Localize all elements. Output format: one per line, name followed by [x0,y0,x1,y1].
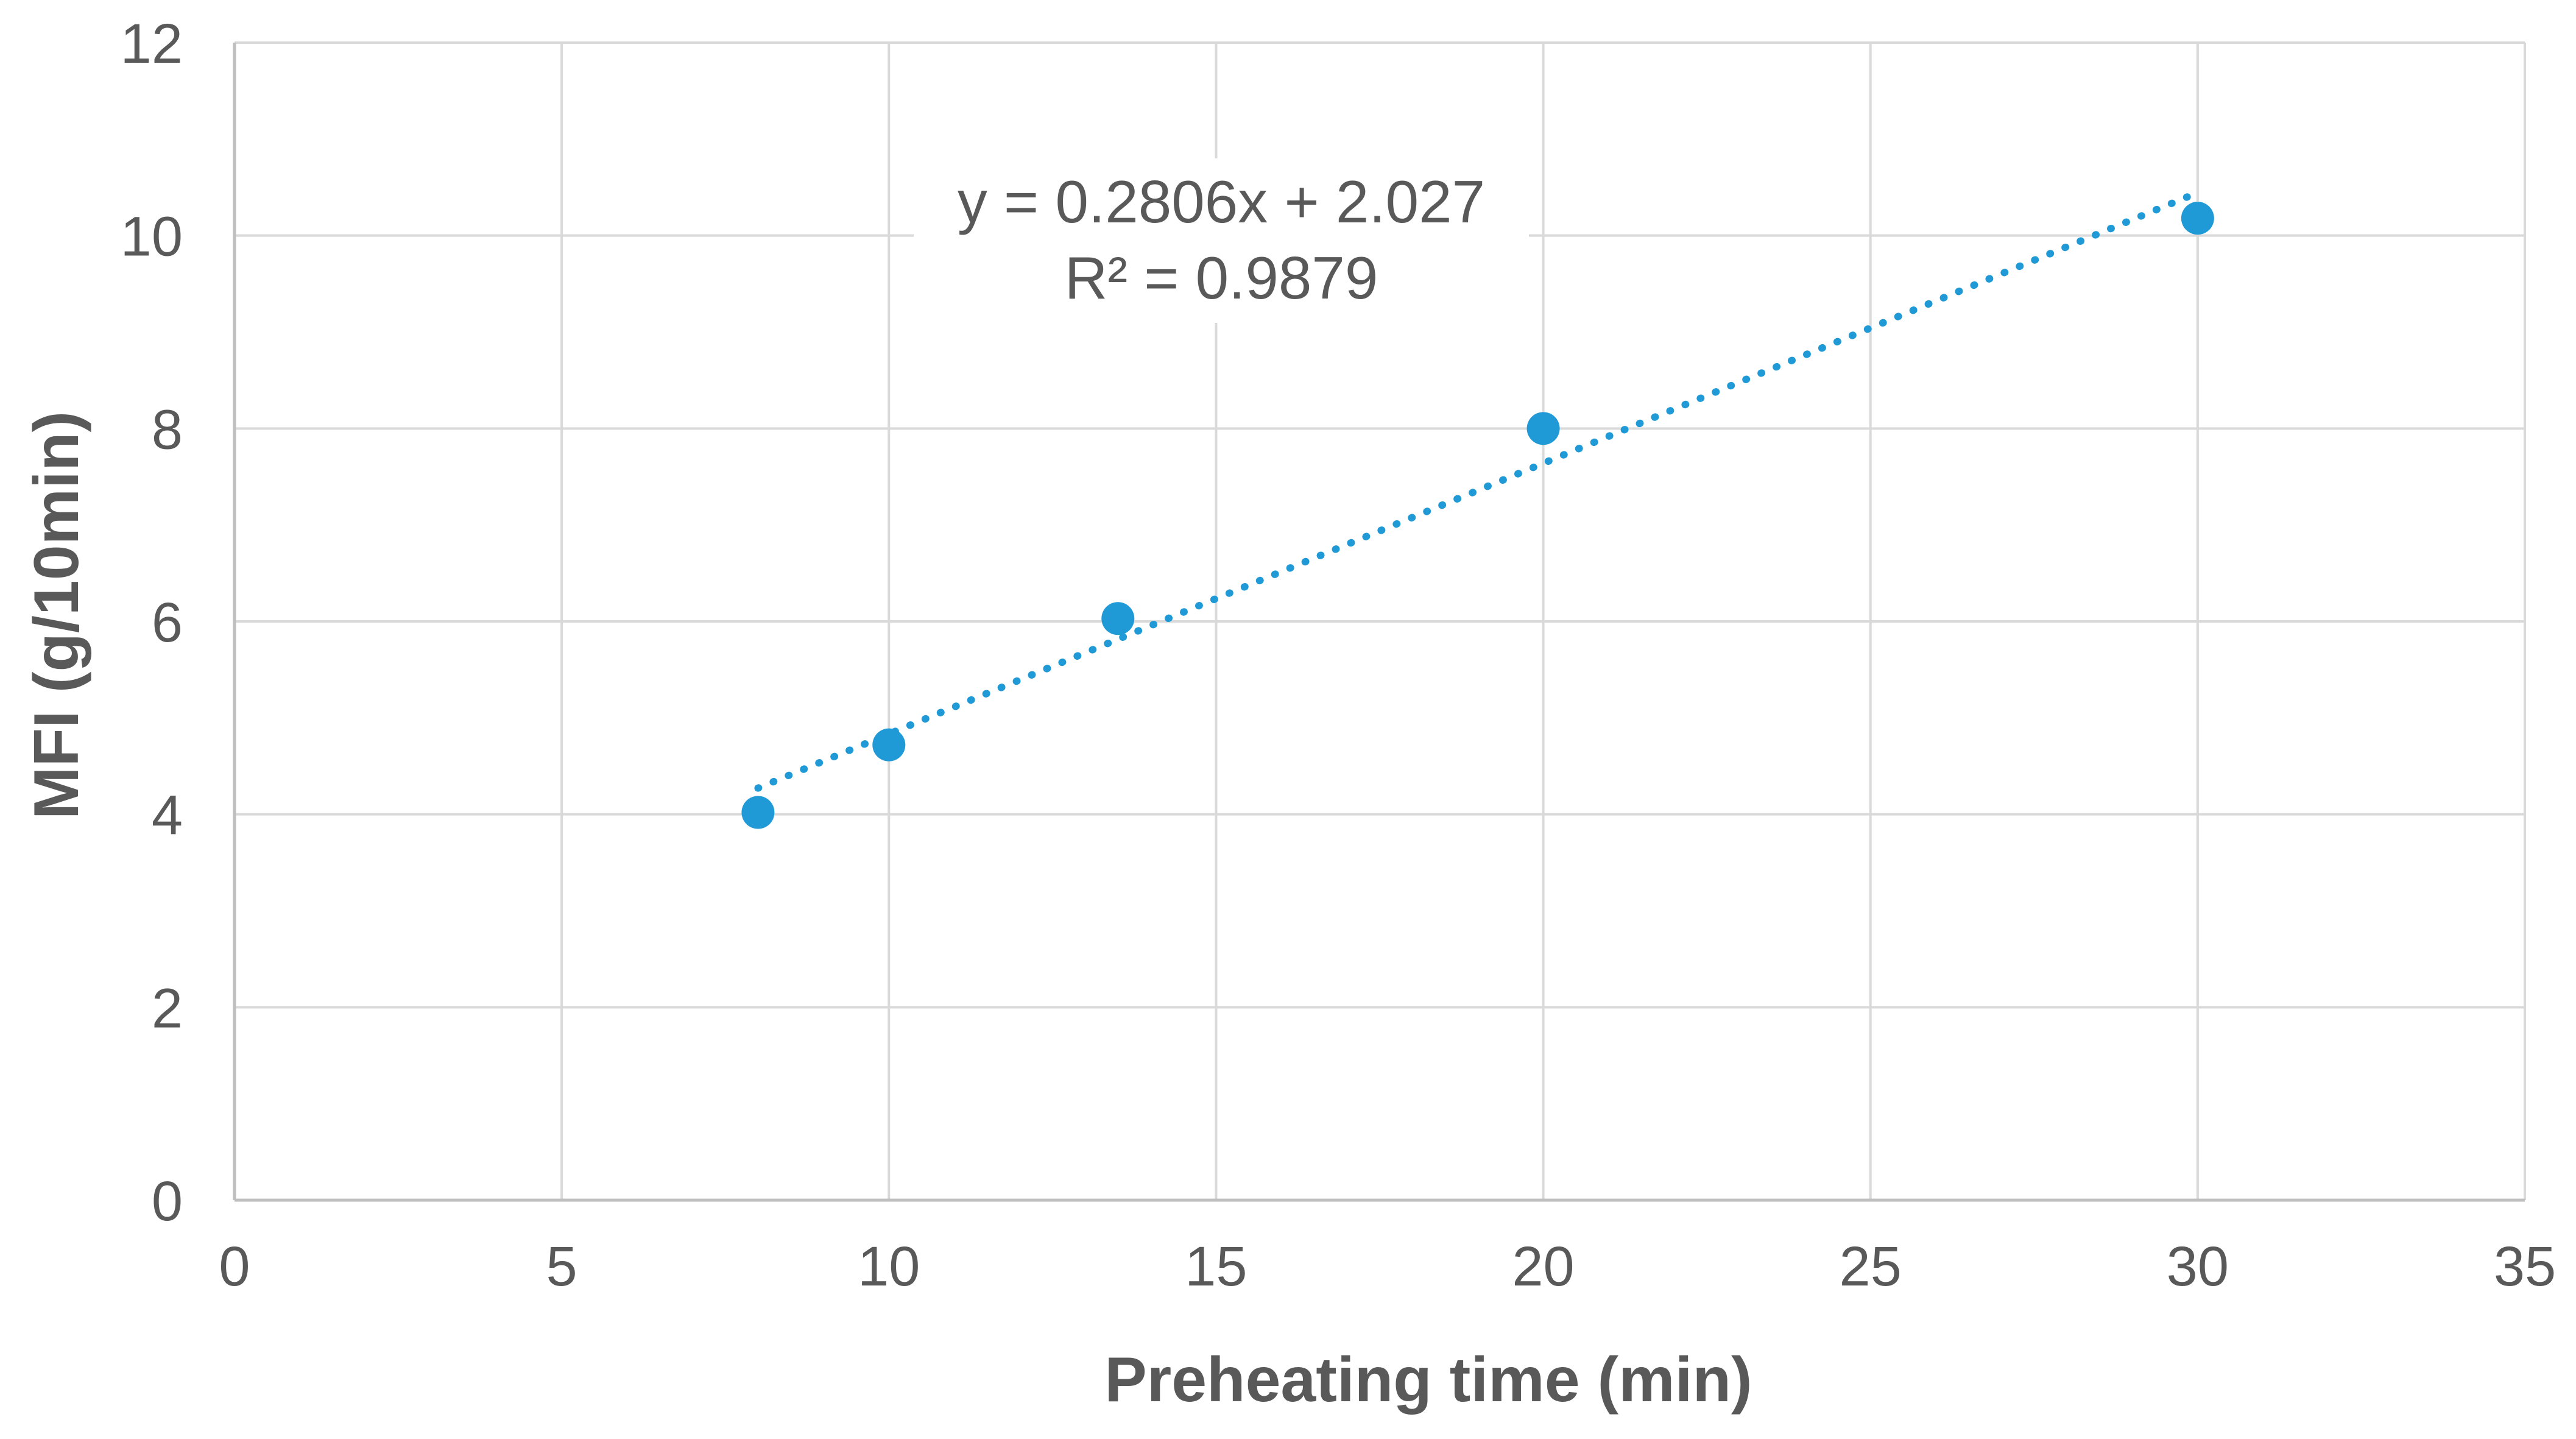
y-tick-label: 2 [152,977,183,1039]
x-tick-label: 20 [1512,1236,1574,1298]
trendline [754,189,2201,792]
data-point [2181,202,2214,235]
axes [233,43,2525,1202]
data-points [741,202,2214,829]
x-axis-title: Preheating time (min) [1104,1345,1752,1415]
x-tick-label: 0 [219,1236,250,1298]
y-tick-label: 12 [121,13,183,75]
trendline-annotation: y = 0.2806x + 2.027 R² = 0.9879 [914,158,1529,323]
y-tick-label: 0 [152,1170,183,1232]
y-tick-label: 10 [121,206,183,268]
x-tick-label: 35 [2494,1236,2556,1298]
x-tick-label: 15 [1185,1236,1247,1298]
y-tick-label: 8 [152,398,183,461]
x-tick-label: 25 [1840,1236,1902,1298]
trendline-r-squared: R² = 0.9879 [1065,244,1378,311]
x-tick-labels: 0 5 10 15 20 25 30 35 [219,1236,2556,1298]
x-tick-label: 5 [546,1236,577,1298]
y-tick-label: 6 [152,592,183,654]
data-point [1526,412,1560,445]
x-tick-label: 10 [858,1236,920,1298]
trendline-layer [754,189,2201,792]
y-axis-title: MFI (g/10min) [21,411,92,819]
y-tick-labels: 0 2 4 6 8 10 12 [121,13,183,1232]
annotation-background [914,158,1529,323]
x-tick-label: 30 [2167,1236,2229,1298]
data-point [741,796,775,829]
data-point [872,728,906,762]
trendline-equation: y = 0.2806x + 2.027 [958,168,1485,235]
data-point [1101,602,1135,635]
y-tick-label: 4 [152,785,183,847]
